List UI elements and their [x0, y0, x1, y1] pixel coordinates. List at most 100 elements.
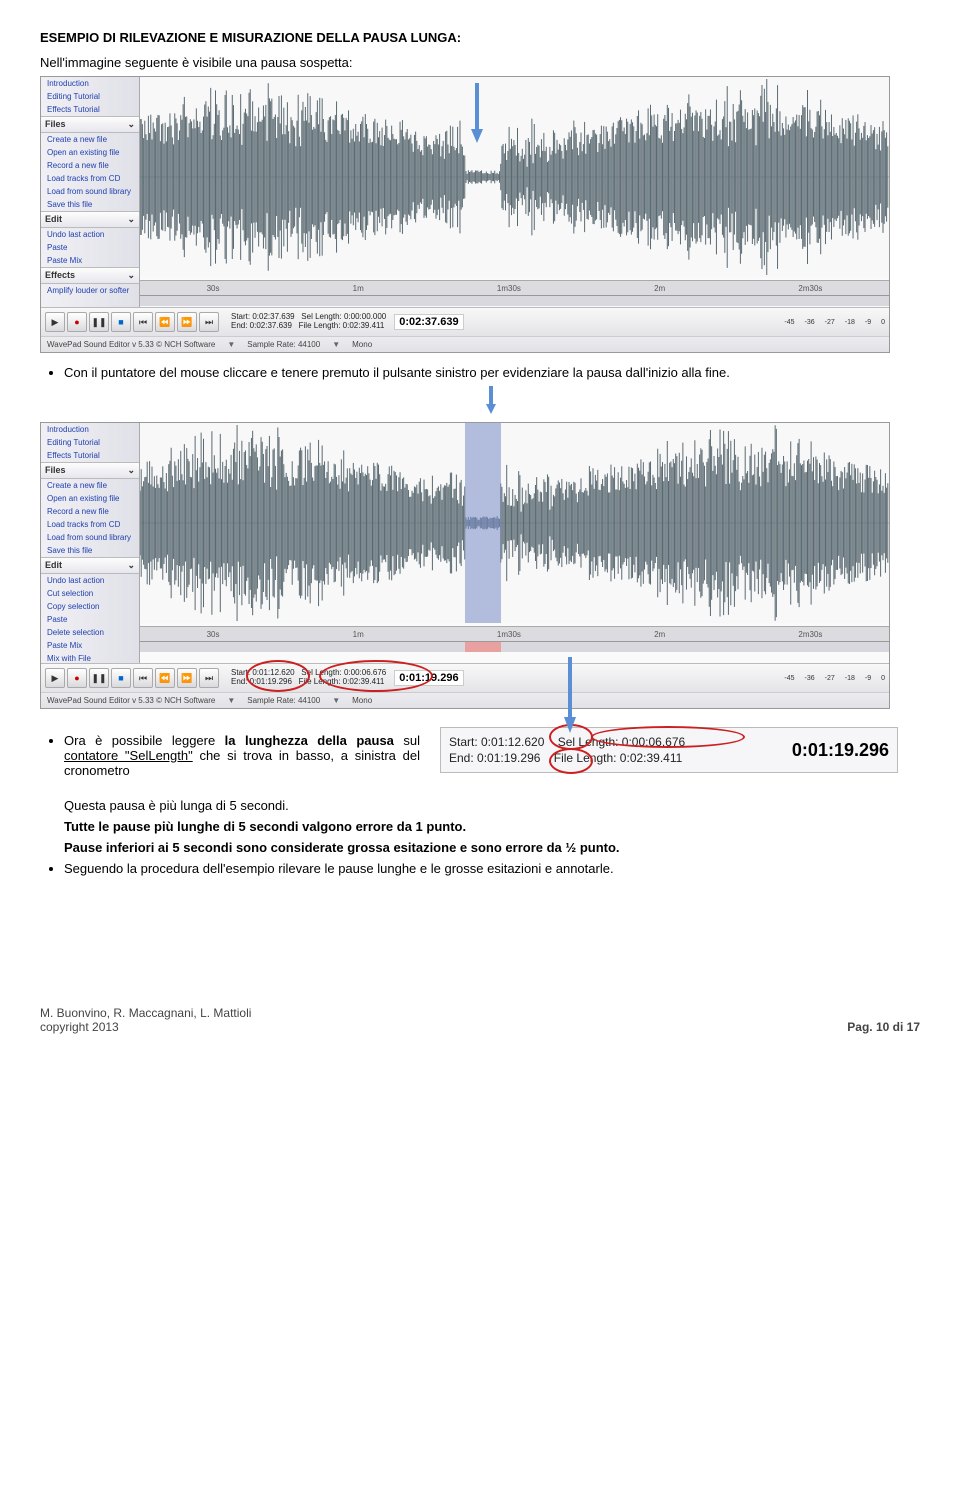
time-ruler: 30s 1m 1m30s 2m 2m30s: [140, 280, 889, 295]
waveform-area-2[interactable]: 30s 1m 1m30s 2m 2m30s: [140, 423, 889, 663]
sidebar-item[interactable]: Open an existing file: [41, 146, 139, 159]
bottom-ruler: [140, 295, 889, 306]
transport-controls: ▶ ● ❚❚ ■ ⏮ ⏪ ⏩ ⏭ Start: 0:02:37.639 Sel …: [41, 307, 889, 336]
sidebar-item[interactable]: Editing Tutorial: [41, 436, 139, 449]
effects-hdr-label: Effects: [45, 270, 75, 281]
selection-highlight: [465, 423, 501, 623]
sidebar-item[interactable]: Create a new file: [41, 479, 139, 492]
sidebar-item[interactable]: Cut selection: [41, 587, 139, 600]
db-tick: -27: [825, 675, 835, 682]
sidebar-item[interactable]: Editing Tutorial: [41, 90, 139, 103]
edit-header[interactable]: Edit ⌄: [41, 211, 139, 228]
footer-authors: M. Buonvino, R. Maccagnani, L. Mattioli: [40, 1006, 251, 1020]
sidebar-item[interactable]: Load tracks from CD: [41, 172, 139, 185]
status-app: WavePad Sound Editor v 5.33 © NCH Softwa…: [47, 340, 215, 349]
skip-start-button[interactable]: ⏮: [133, 312, 153, 332]
db-tick: -45: [784, 319, 794, 326]
screenshot-1: Introduction Editing Tutorial Effects Tu…: [40, 76, 890, 353]
line-tutte: Tutte le pause più lunghe di 5 secondi v…: [64, 819, 920, 834]
forward-button[interactable]: ⏩: [177, 668, 197, 688]
sidebar-item[interactable]: Undo last action: [41, 228, 139, 241]
sidebar-item[interactable]: Paste Mix: [41, 254, 139, 267]
record-button[interactable]: ●: [67, 668, 87, 688]
sidebar-item[interactable]: Delete selection: [41, 626, 139, 639]
time-display: 0:02:37.639: [394, 314, 463, 330]
chevron-icon: ⌄: [127, 214, 135, 225]
sidebar-item[interactable]: Record a new file: [41, 159, 139, 172]
ruler-tick: 1m: [353, 284, 364, 293]
skip-end-button[interactable]: ⏭: [199, 312, 219, 332]
waveform-2: [140, 423, 889, 623]
edit-hdr-label: Edit: [45, 560, 62, 571]
file-length-label: File Length: 0:02:39.411: [299, 321, 385, 330]
sidebar-item[interactable]: Copy selection: [41, 600, 139, 613]
db-tick: -9: [865, 675, 871, 682]
stop-button[interactable]: ■: [111, 312, 131, 332]
sidebar-item[interactable]: Save this file: [41, 198, 139, 211]
files-header[interactable]: Files ⌄: [41, 462, 139, 479]
pause-button[interactable]: ❚❚: [89, 668, 109, 688]
text: Ora è possibile leggere: [64, 733, 225, 748]
selection-info: Start: 0:02:37.639 Sel Length: 0:00:00.0…: [231, 313, 386, 331]
status-channels: Mono: [352, 696, 372, 705]
skip-start-button[interactable]: ⏮: [133, 668, 153, 688]
page-number: Pag. 10 di 17: [847, 1020, 920, 1034]
sel-length-label: Sel Length: 0:00:00.000: [301, 312, 386, 321]
sidebar-item[interactable]: Record a new file: [41, 505, 139, 518]
sidebar-item[interactable]: Effects Tutorial: [41, 103, 139, 116]
waveform-1: [140, 77, 889, 277]
arrow-down-icon: [470, 83, 484, 143]
text: sul: [394, 733, 420, 748]
sidebar-item[interactable]: Save this file: [41, 544, 139, 557]
ruler-tick: 2m30s: [798, 630, 822, 639]
sidebar-item[interactable]: Paste Mix: [41, 639, 139, 652]
ruler-tick: 2m: [654, 284, 665, 293]
ruler-tick: 30s: [207, 630, 220, 639]
db-tick: -18: [845, 319, 855, 326]
files-hdr-label: Files: [45, 465, 66, 476]
sidebar-item[interactable]: Create a new file: [41, 133, 139, 146]
rewind-button[interactable]: ⏪: [155, 312, 175, 332]
sidebar-item[interactable]: Amplify louder or softer: [41, 284, 139, 297]
waveform-area-1[interactable]: 30s 1m 1m30s 2m 2m30s: [140, 77, 889, 307]
db-tick: -27: [825, 319, 835, 326]
sidebar-item[interactable]: Paste: [41, 613, 139, 626]
rewind-button[interactable]: ⏪: [155, 668, 175, 688]
bottom-ruler: [140, 641, 889, 652]
chevron-icon: ⌄: [127, 465, 135, 476]
text-bold: la lunghezza della pausa: [225, 733, 394, 748]
sidebar-item[interactable]: Effects Tutorial: [41, 449, 139, 462]
bullet-click-drag: Con il puntatore del mouse cliccare e te…: [64, 365, 920, 380]
play-button[interactable]: ▶: [45, 668, 65, 688]
ruler-tick: 2m30s: [798, 284, 822, 293]
pause-button[interactable]: ❚❚: [89, 312, 109, 332]
edit-hdr-label: Edit: [45, 214, 62, 225]
stop-button[interactable]: ■: [111, 668, 131, 688]
doc-heading: ESEMPIO DI RILEVAZIONE E MISURAZIONE DEL…: [40, 30, 920, 45]
zoom-end: End: 0:01:19.296: [449, 751, 540, 765]
sidebar-item[interactable]: Paste: [41, 241, 139, 254]
play-button[interactable]: ▶: [45, 312, 65, 332]
sidebar-item[interactable]: Introduction: [41, 77, 139, 90]
db-tick: -36: [804, 319, 814, 326]
edit-header[interactable]: Edit ⌄: [41, 557, 139, 574]
sidebar-item[interactable]: Open an existing file: [41, 492, 139, 505]
sidebar-item[interactable]: Load tracks from CD: [41, 518, 139, 531]
sidebar-item[interactable]: Introduction: [41, 423, 139, 436]
sidebar-item[interactable]: Load from sound library: [41, 531, 139, 544]
effects-header[interactable]: Effects⌄: [41, 267, 139, 284]
chevron-icon: ⌄: [127, 119, 135, 130]
skip-end-button[interactable]: ⏭: [199, 668, 219, 688]
ruler-tick: 30s: [207, 284, 220, 293]
selection-marker: [465, 642, 501, 652]
sidebar-item[interactable]: Load from sound library: [41, 185, 139, 198]
chevron-icon: ⌄: [127, 560, 135, 571]
arrow-down-icon: [485, 386, 497, 414]
record-button[interactable]: ●: [67, 312, 87, 332]
db-tick: -36: [804, 675, 814, 682]
sidebar-item[interactable]: Mix with File: [41, 652, 139, 663]
files-header[interactable]: Files⌄: [41, 116, 139, 133]
forward-button[interactable]: ⏩: [177, 312, 197, 332]
arrow-connector-icon: [540, 657, 600, 733]
sidebar-item[interactable]: Undo last action: [41, 574, 139, 587]
